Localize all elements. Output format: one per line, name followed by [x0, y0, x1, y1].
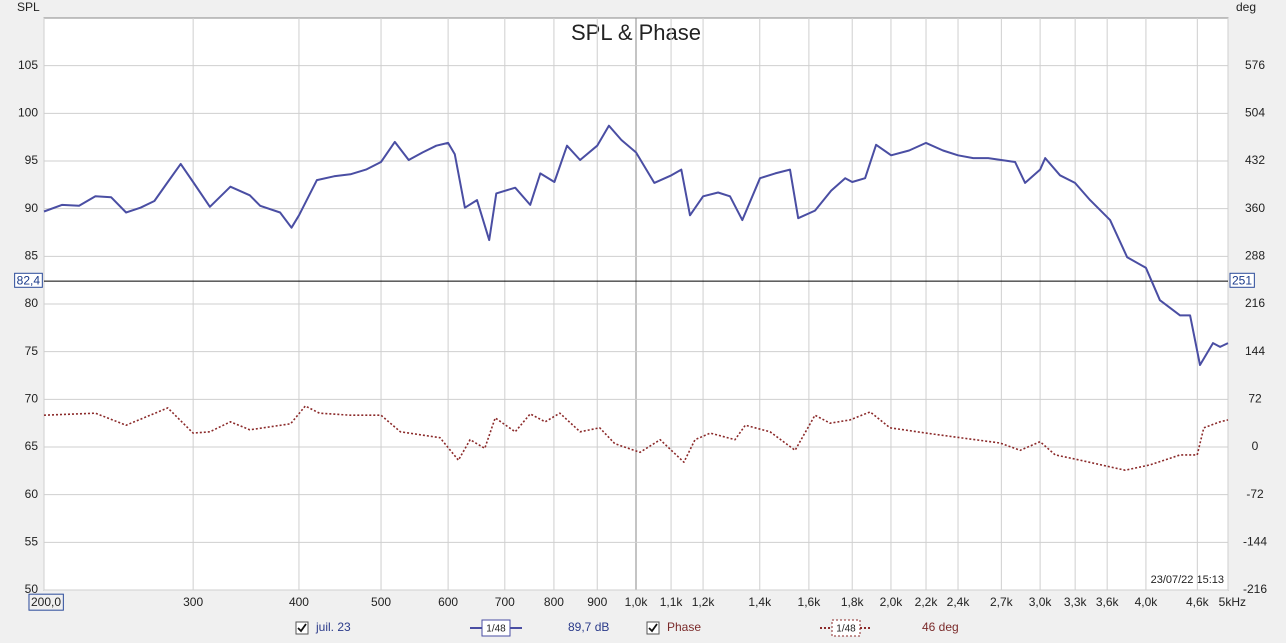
y2-tick-label: 504 — [1245, 106, 1265, 120]
y2-tick-label: -144 — [1243, 535, 1267, 549]
x-tick-label: 200,0 — [31, 595, 61, 609]
y-tick-label: 85 — [25, 249, 39, 263]
x-tick-label: 300 — [183, 595, 203, 609]
legend-smoothing: 1/48 — [836, 624, 856, 635]
y-tick-label: 100 — [18, 106, 38, 120]
x-tick-label: 1,2k — [692, 595, 716, 609]
x-tick-label: 5kHz — [1219, 595, 1246, 609]
legend-reading: 89,7 dB — [568, 620, 609, 634]
y2-tick-label: 288 — [1245, 249, 1265, 263]
cursor-label: 82,4 — [17, 273, 41, 287]
y2-tick-label: 0 — [1252, 439, 1259, 453]
x-tick-label: 700 — [495, 595, 515, 609]
x-tick-label: 500 — [371, 595, 391, 609]
y2-tick-label: 72 — [1248, 392, 1262, 406]
y-tick-label: 105 — [18, 58, 38, 72]
y2-tick-label: 216 — [1245, 296, 1265, 310]
series-line — [43, 124, 1229, 366]
y-axis-title: SPL — [17, 0, 40, 14]
y-tick-label: 95 — [25, 153, 39, 167]
grid — [43, 18, 1229, 591]
legend-checkbox[interactable] — [646, 621, 660, 635]
legend-checkbox[interactable] — [295, 621, 309, 635]
y-tick-label: 55 — [25, 535, 39, 549]
cursor-label-box — [1229, 272, 1255, 288]
x-tick-label: 2,2k — [915, 595, 939, 609]
y2-axis-title: deg — [1236, 0, 1256, 14]
y-tick-label: 60 — [25, 487, 39, 501]
legend-smoothing-box[interactable] — [831, 619, 861, 637]
legend-reading: 46 deg — [922, 620, 959, 634]
x-tick-label: 2,4k — [947, 595, 971, 609]
x-tick-label: 900 — [587, 595, 607, 609]
y2-tick-label: -216 — [1243, 582, 1267, 596]
x-tick-label: 800 — [544, 595, 564, 609]
cursor-label-box — [14, 272, 43, 288]
x-tick-label: 600 — [438, 595, 458, 609]
x-tick-label: 400 — [289, 595, 309, 609]
series-line — [43, 405, 1229, 471]
x-tick-label: 3,6k — [1096, 595, 1120, 609]
x-tick-label: 3,0k — [1029, 595, 1053, 609]
x-tick-label: 2,0k — [880, 595, 904, 609]
legend-check — [648, 623, 658, 633]
x-tick-label: 1,4k — [748, 595, 772, 609]
y-tick-label: 80 — [25, 296, 39, 310]
y-tick-label: 90 — [25, 201, 39, 215]
y-tick-label: 70 — [25, 392, 39, 406]
cursor-label: 251 — [1232, 273, 1252, 287]
x-tick-label: 1,0k — [625, 595, 649, 609]
x-tick-label: 1,1k — [660, 595, 684, 609]
x-tick-label: 1,6k — [798, 595, 822, 609]
y2-tick-label: 360 — [1245, 201, 1265, 215]
legend-label: juil. 23 — [315, 620, 351, 634]
y-tick-label: 50 — [25, 582, 39, 596]
x-tick-label: 2,7k — [990, 595, 1014, 609]
x-tick-label: 3,3k — [1064, 595, 1088, 609]
x-cursor-box — [28, 593, 64, 611]
legend-smoothing: 1/48 — [486, 624, 506, 635]
y-tick-label: 65 — [25, 439, 39, 453]
legend-check — [297, 623, 307, 633]
y2-tick-label: -72 — [1246, 487, 1264, 501]
x-tick-label: 4,0k — [1135, 595, 1159, 609]
legend-smoothing-box[interactable] — [481, 619, 511, 637]
y-tick-label: 75 — [25, 344, 39, 358]
y2-tick-label: 144 — [1245, 344, 1265, 358]
legend-label: Phase — [667, 620, 701, 634]
x-tick-label: 4,6k — [1186, 595, 1210, 609]
y2-tick-label: 432 — [1245, 153, 1265, 167]
y2-tick-label: 576 — [1245, 58, 1265, 72]
timestamp: 23/07/22 15:13 — [1151, 574, 1224, 586]
x-tick-label: 1,8k — [841, 595, 865, 609]
